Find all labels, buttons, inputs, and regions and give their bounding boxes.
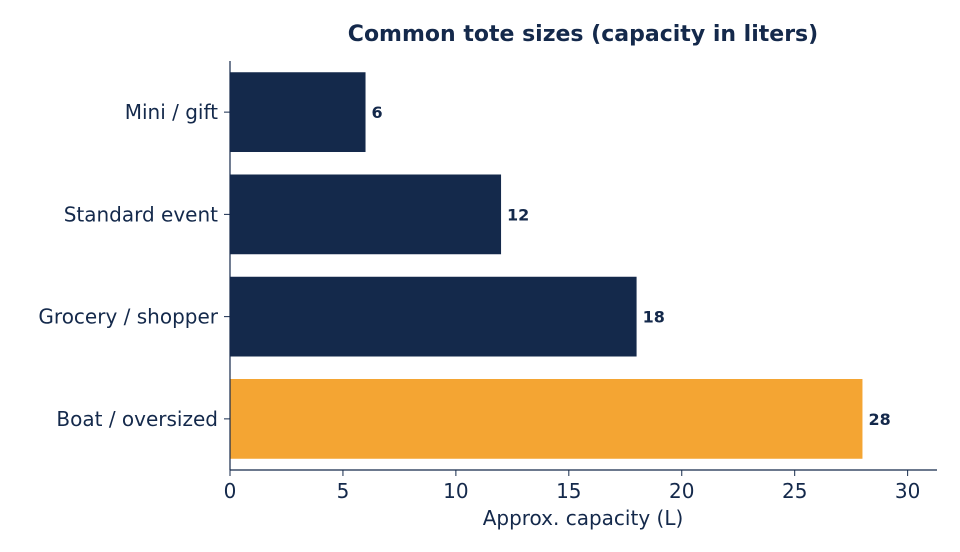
x-tick-label-5: 25 <box>782 479 807 503</box>
bar-value-label-1: 12 <box>507 205 529 224</box>
bar-3 <box>230 378 863 459</box>
x-tick-label-2: 10 <box>443 479 468 503</box>
bars-layer: 6 12 18 28 <box>230 72 891 459</box>
bar-1 <box>230 174 502 255</box>
y-tick-label-3: Boat / oversized <box>56 407 218 431</box>
x-tick-label-4: 20 <box>669 479 694 503</box>
bar-value-label-0: 6 <box>372 103 383 122</box>
x-tick-label-3: 15 <box>556 479 581 503</box>
x-tick-label-1: 5 <box>337 479 350 503</box>
x-tick-label-0: 0 <box>224 479 237 503</box>
x-axis-title: Approx. capacity (L) <box>483 506 684 530</box>
chart-title: Common tote sizes (capacity in liters) <box>348 22 818 47</box>
bar-2 <box>230 276 637 357</box>
axes-layer: Mini / gift Standard event Grocery / shopp… <box>38 61 937 503</box>
y-tick-label-1: Standard event <box>64 202 218 226</box>
y-tick-label-2: Grocery / shopper <box>38 305 218 329</box>
y-tick-label-0: Mini / gift <box>125 100 218 124</box>
x-tick-label-6: 30 <box>895 479 920 503</box>
bar-0 <box>230 72 366 153</box>
bar-value-label-3: 28 <box>868 410 890 429</box>
bar-value-label-2: 18 <box>643 308 665 327</box>
